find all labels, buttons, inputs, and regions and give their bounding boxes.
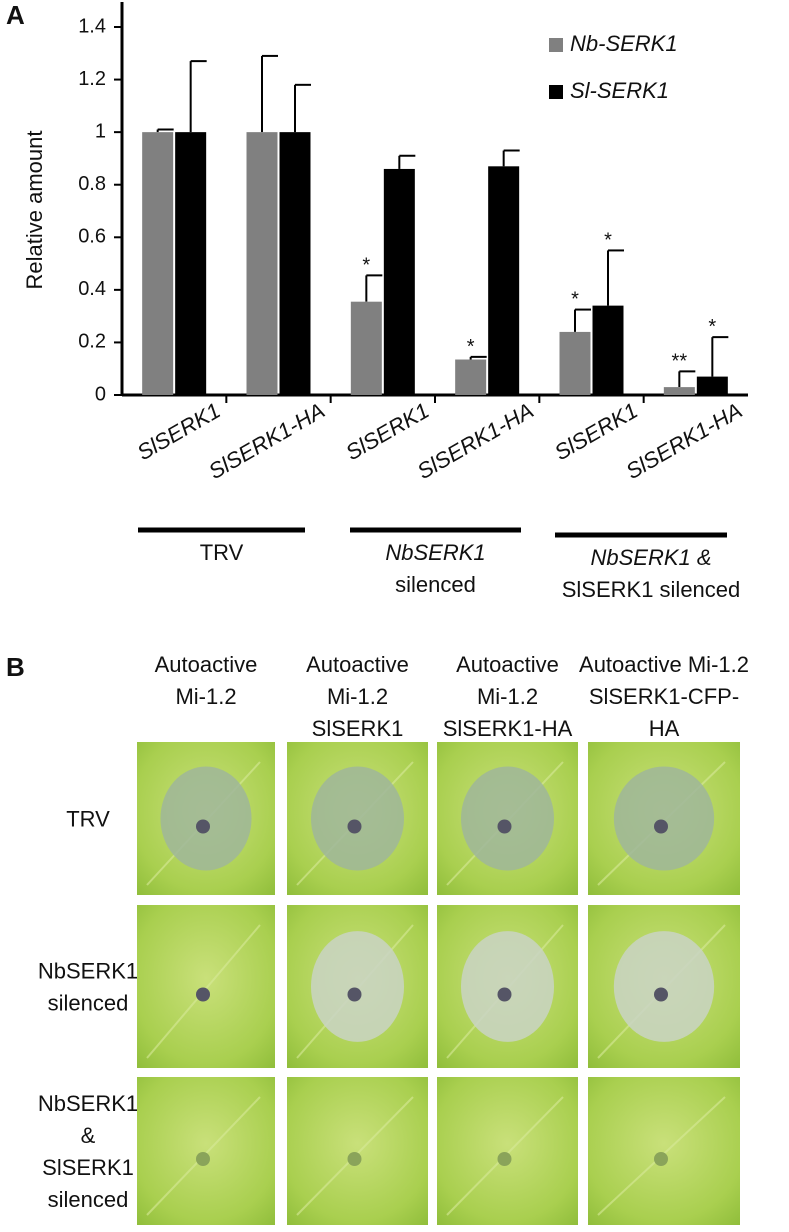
significance-label: * bbox=[708, 316, 716, 338]
y-tick-label: 0.6 bbox=[78, 226, 106, 248]
significance-label: * bbox=[571, 289, 579, 311]
bar bbox=[383, 168, 415, 395]
column-header: Mi-1.2 bbox=[327, 684, 388, 709]
infiltration-spot bbox=[497, 819, 512, 834]
row-label: NbSERK1 bbox=[38, 959, 138, 984]
y-tick-label: 0.2 bbox=[78, 331, 106, 353]
row-label: silenced bbox=[48, 1187, 129, 1212]
row-label: SlSERK1 bbox=[42, 1155, 134, 1180]
significance-label: * bbox=[362, 254, 370, 276]
row-label: NbSERK1 bbox=[38, 1091, 138, 1116]
bar bbox=[175, 132, 207, 395]
infiltration-spot bbox=[497, 1152, 512, 1166]
legend-swatch bbox=[549, 38, 563, 52]
y-tick-label: 1 bbox=[95, 120, 106, 142]
column-header: Autoactive bbox=[456, 652, 559, 677]
infiltration-spot bbox=[196, 1152, 210, 1166]
bar bbox=[142, 132, 174, 395]
legend-swatch bbox=[549, 85, 563, 99]
infiltration-spot bbox=[196, 987, 210, 1002]
row-label: silenced bbox=[48, 991, 129, 1016]
x-tick-label: SlSERK1 bbox=[133, 398, 225, 466]
infiltration-spot bbox=[654, 987, 668, 1002]
x-tick-label: SlSERK1-HA bbox=[204, 398, 329, 484]
y-tick-label: 0.4 bbox=[78, 278, 106, 300]
cell-death-lesion bbox=[310, 931, 405, 1042]
column-header: Autoactive Mi-1.2 bbox=[579, 652, 749, 677]
row-label: & bbox=[81, 1123, 96, 1148]
bar bbox=[246, 132, 278, 395]
y-tick-label: 0 bbox=[95, 383, 106, 405]
panel-label: B bbox=[6, 652, 25, 682]
column-header: SlSERK1 bbox=[312, 716, 404, 741]
x-tick-label: SlSERK1-HA bbox=[622, 398, 747, 484]
column-header: Mi-1.2 bbox=[175, 684, 236, 709]
cell-death-lesion bbox=[160, 766, 252, 871]
group-label: NbSERK1 & bbox=[590, 545, 711, 570]
cell-death-lesion bbox=[310, 766, 405, 871]
bar bbox=[663, 387, 695, 395]
group-label: silenced bbox=[395, 572, 476, 597]
infiltration-spot bbox=[196, 819, 210, 834]
legend-label: Sl-SERK1 bbox=[570, 78, 669, 103]
bar bbox=[696, 376, 728, 395]
column-header: HA bbox=[649, 716, 680, 741]
group-label: SlSERK1 silenced bbox=[562, 577, 741, 602]
infiltration-spot bbox=[497, 987, 512, 1002]
column-header: Autoactive bbox=[306, 652, 409, 677]
column-header: Mi-1.2 bbox=[477, 684, 538, 709]
significance-label: * bbox=[604, 229, 612, 251]
infiltration-spot bbox=[347, 987, 362, 1002]
cell-death-lesion bbox=[460, 931, 555, 1042]
bar bbox=[279, 132, 311, 395]
x-tick-label: SlSERK1 bbox=[550, 398, 642, 466]
bar bbox=[559, 331, 591, 395]
infiltration-spot bbox=[347, 1152, 362, 1166]
cell-death-lesion bbox=[613, 766, 715, 871]
column-header: SlSERK1-HA bbox=[443, 716, 573, 741]
bar bbox=[592, 305, 624, 395]
column-header: SlSERK1-CFP- bbox=[589, 684, 739, 709]
leaf-photo bbox=[137, 905, 275, 1068]
y-tick-label: 1.2 bbox=[78, 68, 106, 90]
significance-label: * bbox=[467, 336, 475, 358]
cell-death-lesion bbox=[613, 931, 715, 1042]
column-header: Autoactive bbox=[155, 652, 258, 677]
group-label: TRV bbox=[200, 540, 244, 565]
infiltration-spot bbox=[654, 1152, 668, 1166]
bar bbox=[455, 359, 487, 395]
group-label: NbSERK1 bbox=[385, 540, 485, 565]
y-tick-label: 0.8 bbox=[78, 173, 106, 195]
cell-death-lesion bbox=[460, 766, 555, 871]
x-tick-label: SlSERK1 bbox=[341, 398, 433, 466]
x-tick-label: SlSERK1-HA bbox=[413, 398, 538, 484]
infiltration-spot bbox=[347, 819, 362, 834]
bar bbox=[350, 301, 382, 395]
infiltration-spot bbox=[654, 819, 668, 834]
panel-label: A bbox=[6, 0, 25, 30]
row-label: TRV bbox=[66, 807, 110, 832]
legend-label: Nb-SERK1 bbox=[570, 31, 678, 56]
bar bbox=[488, 166, 520, 395]
significance-label: ** bbox=[672, 350, 688, 372]
y-tick-label: 1.4 bbox=[78, 15, 106, 37]
y-axis-title: Relative amount bbox=[22, 131, 47, 290]
